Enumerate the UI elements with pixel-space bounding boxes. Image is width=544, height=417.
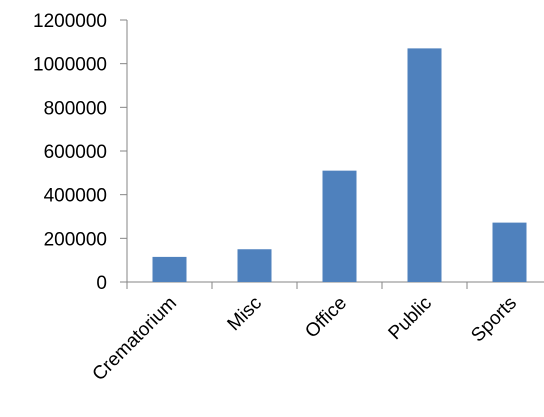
x-tick-label: Sports (467, 293, 521, 347)
y-axis: 0 200000 400000 600000 800000 1000000 1200000 (33, 11, 128, 294)
y-tick-label: 200000 (44, 229, 107, 250)
y-tick-label: 0 (96, 273, 107, 294)
bar-series (152, 48, 527, 283)
y-tick-label: 800000 (44, 98, 107, 119)
x-tick-label: Misc (224, 293, 266, 335)
x-tick-label: Office (301, 293, 351, 343)
x-tick-label: Crematorium (89, 293, 181, 385)
y-tick-label: 1000000 (33, 55, 107, 76)
x-axis: Crematorium Misc Office Public Sports (89, 281, 544, 385)
bar-misc (237, 249, 272, 282)
x-tick-label: Public (385, 293, 436, 344)
y-tick-label: 400000 (44, 186, 107, 207)
bar-public (407, 48, 442, 283)
bar-crematorium (152, 256, 187, 282)
bar-office (322, 170, 357, 282)
bar-sports (492, 222, 527, 282)
y-tick-label: 600000 (44, 142, 107, 163)
y-tick-label: 1200000 (33, 11, 107, 32)
